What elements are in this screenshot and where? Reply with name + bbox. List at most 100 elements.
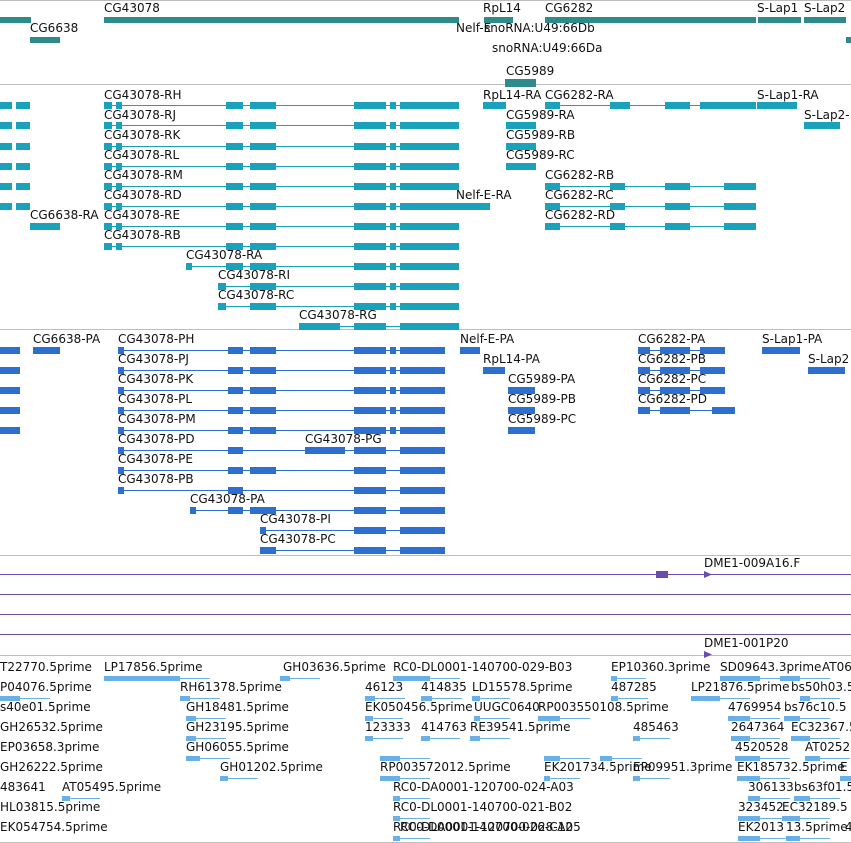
est-block[interactable] bbox=[794, 796, 810, 801]
est-block[interactable] bbox=[840, 776, 851, 781]
protein-row[interactable] bbox=[508, 387, 535, 394]
est-block[interactable] bbox=[544, 776, 550, 781]
protein-row[interactable] bbox=[118, 407, 445, 414]
protein-row[interactable] bbox=[0, 347, 20, 354]
protein-row[interactable] bbox=[762, 347, 800, 354]
est-block[interactable] bbox=[737, 776, 760, 781]
protein-row[interactable] bbox=[508, 407, 535, 414]
est-block[interactable] bbox=[538, 716, 560, 721]
transcript-row[interactable] bbox=[0, 102, 30, 109]
est-block[interactable] bbox=[104, 676, 180, 681]
est-block[interactable] bbox=[805, 756, 820, 761]
transcript-row[interactable] bbox=[104, 183, 459, 190]
est-block[interactable] bbox=[0, 696, 20, 701]
transcript-row[interactable] bbox=[104, 143, 459, 150]
transcript-row[interactable] bbox=[506, 163, 536, 170]
transcript-row[interactable] bbox=[804, 122, 840, 129]
protein-row[interactable] bbox=[0, 367, 20, 374]
est-block[interactable] bbox=[544, 756, 560, 761]
protein-row[interactable] bbox=[118, 447, 445, 454]
protein-row[interactable] bbox=[118, 427, 445, 434]
protein-row[interactable] bbox=[460, 347, 480, 354]
est-block[interactable] bbox=[62, 796, 70, 801]
est-block[interactable] bbox=[365, 736, 373, 741]
est-block[interactable] bbox=[421, 696, 432, 701]
protein-row[interactable] bbox=[260, 527, 445, 534]
transcript-row[interactable] bbox=[757, 102, 797, 109]
protein-row[interactable] bbox=[118, 467, 445, 474]
est-block[interactable] bbox=[782, 816, 800, 821]
est-block[interactable] bbox=[380, 776, 400, 781]
est-block[interactable] bbox=[735, 756, 760, 761]
est-block[interactable] bbox=[470, 736, 480, 741]
est-block[interactable] bbox=[748, 796, 760, 801]
gene-bar[interactable] bbox=[484, 17, 513, 23]
protein-row[interactable] bbox=[118, 487, 445, 494]
protein-row[interactable] bbox=[0, 407, 20, 414]
transcript-row[interactable] bbox=[218, 283, 459, 290]
transcript-row[interactable] bbox=[545, 183, 756, 190]
protein-row[interactable] bbox=[33, 347, 60, 354]
protein-row[interactable] bbox=[118, 367, 445, 374]
est-block[interactable] bbox=[780, 676, 800, 681]
est-block[interactable] bbox=[728, 716, 750, 721]
est-block[interactable] bbox=[720, 676, 760, 681]
gene-bar[interactable] bbox=[804, 17, 846, 23]
transcript-row[interactable] bbox=[0, 183, 30, 190]
transcript-row[interactable] bbox=[218, 303, 459, 310]
transcript-row[interactable] bbox=[506, 143, 536, 150]
est-block[interactable] bbox=[738, 816, 760, 821]
est-block[interactable] bbox=[472, 696, 480, 701]
transcript-row[interactable] bbox=[0, 203, 30, 210]
transcript-row[interactable] bbox=[545, 203, 756, 210]
protein-row[interactable] bbox=[0, 387, 20, 394]
transcript-row[interactable] bbox=[545, 223, 756, 230]
transcript-row[interactable] bbox=[104, 223, 459, 230]
gene-bar[interactable] bbox=[545, 17, 756, 23]
est-block[interactable] bbox=[280, 676, 290, 681]
gene-bar[interactable] bbox=[0, 17, 31, 23]
est-block[interactable] bbox=[421, 736, 430, 741]
transcript-row[interactable] bbox=[456, 203, 490, 210]
clone-end-block[interactable] bbox=[656, 571, 668, 578]
est-block[interactable] bbox=[186, 716, 196, 721]
protein-row[interactable] bbox=[638, 387, 725, 394]
transcript-row[interactable] bbox=[104, 203, 459, 210]
est-block[interactable] bbox=[800, 696, 810, 701]
est-block[interactable] bbox=[691, 696, 720, 701]
transcript-row[interactable] bbox=[0, 143, 30, 150]
protein-row[interactable] bbox=[190, 507, 445, 514]
est-block[interactable] bbox=[731, 736, 750, 741]
protein-row[interactable] bbox=[638, 407, 735, 414]
transcript-row[interactable] bbox=[104, 122, 459, 129]
est-block[interactable] bbox=[611, 696, 618, 701]
transcript-row[interactable] bbox=[483, 102, 506, 109]
gene-bar[interactable] bbox=[104, 17, 459, 23]
est-block[interactable] bbox=[220, 776, 228, 781]
est-block[interactable] bbox=[786, 836, 800, 841]
transcript-row[interactable] bbox=[104, 163, 459, 170]
est-block[interactable] bbox=[365, 696, 375, 701]
protein-row[interactable] bbox=[0, 427, 20, 434]
est-block[interactable] bbox=[380, 756, 400, 761]
gene-bar[interactable] bbox=[30, 37, 60, 43]
transcript-row[interactable] bbox=[0, 163, 30, 170]
est-block[interactable] bbox=[791, 736, 810, 741]
transcript-row[interactable] bbox=[104, 243, 459, 250]
transcript-row[interactable] bbox=[186, 263, 459, 270]
est-block[interactable] bbox=[600, 756, 612, 761]
transcript-row[interactable] bbox=[104, 102, 459, 109]
transcript-row[interactable] bbox=[545, 102, 756, 109]
est-block[interactable] bbox=[784, 716, 800, 721]
gene-bar[interactable] bbox=[846, 37, 851, 43]
transcript-row[interactable] bbox=[506, 122, 536, 129]
est-block[interactable] bbox=[738, 836, 760, 841]
transcript-row[interactable] bbox=[299, 323, 459, 330]
clone-end-arrow[interactable] bbox=[704, 571, 712, 578]
protein-row[interactable] bbox=[118, 387, 445, 394]
protein-row[interactable] bbox=[638, 367, 725, 374]
protein-row[interactable] bbox=[808, 367, 845, 374]
gene-bar[interactable] bbox=[758, 17, 801, 23]
clone-end-arrow[interactable] bbox=[704, 651, 712, 658]
protein-row[interactable] bbox=[483, 367, 505, 374]
